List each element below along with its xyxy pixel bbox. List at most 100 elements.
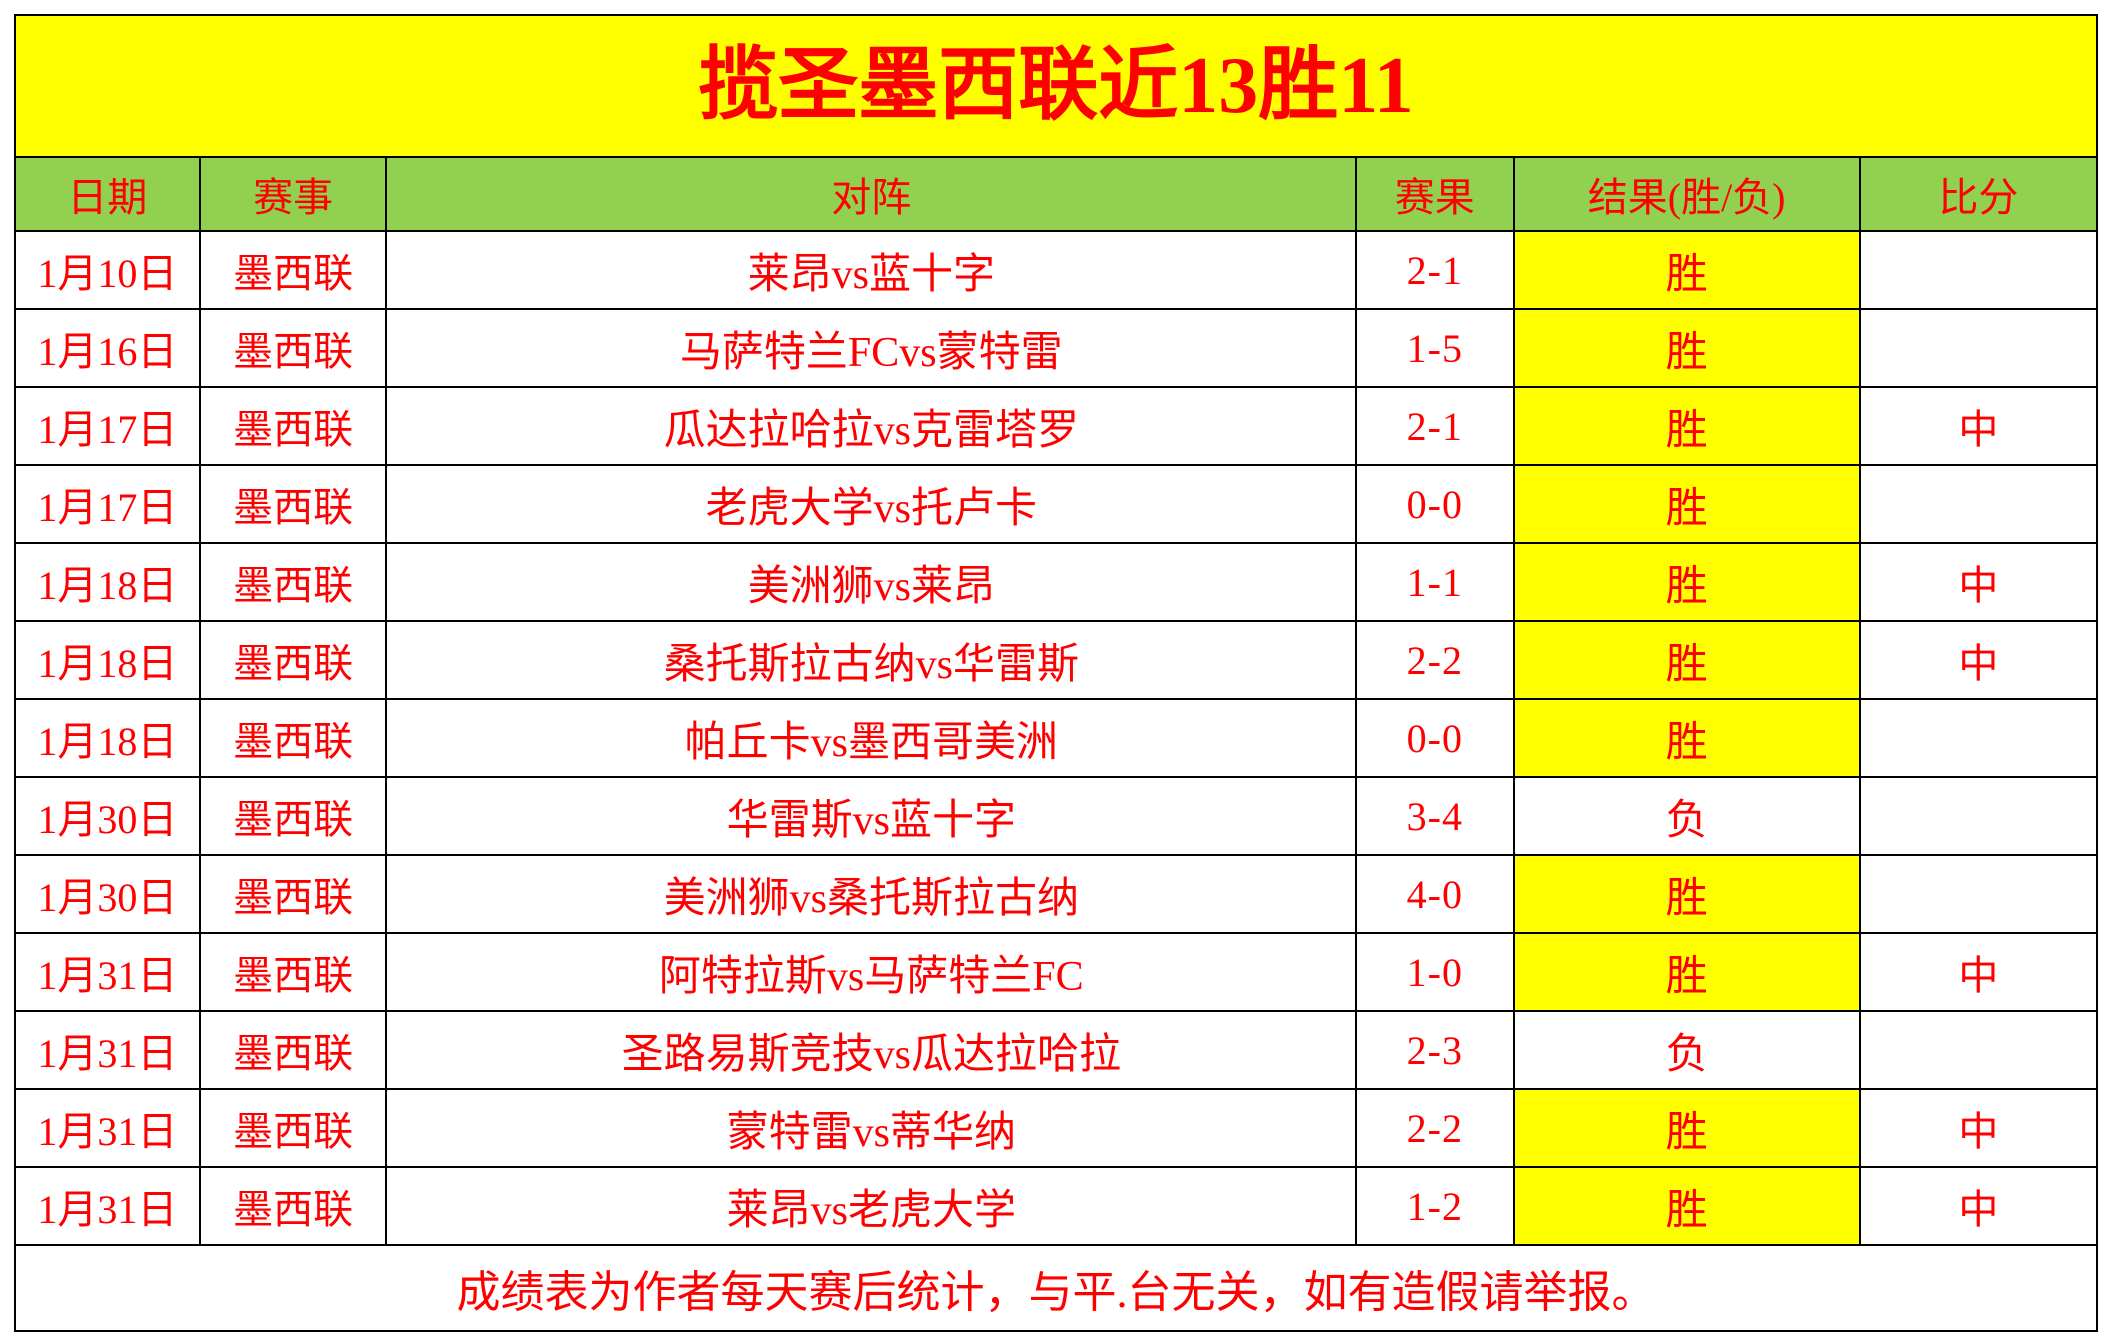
cell-league: 墨西联: [198, 932, 388, 1012]
cell-date: 1月30日: [14, 776, 201, 856]
table-row: 1月30日 墨西联 华雷斯vs蓝十字 3-4 负: [14, 776, 2099, 856]
cell-date: 1月18日: [14, 620, 201, 700]
column-header-match: 对阵: [385, 156, 1358, 232]
cell-score: 2-3: [1355, 1010, 1515, 1090]
cell-league: 墨西联: [198, 698, 388, 778]
title-row: 揽圣墨西联近13胜11: [14, 14, 2098, 158]
cell-league: 墨西联: [198, 230, 388, 310]
table-row: 1月10日 墨西联 莱昂vs蓝十字 2-1 胜: [14, 230, 2099, 310]
column-header-league: 赛事: [198, 156, 388, 232]
cell-league: 墨西联: [198, 1088, 388, 1168]
cell-match: 帕丘卡vs墨西哥美洲: [385, 698, 1358, 778]
cell-score: 2-1: [1355, 230, 1515, 310]
cell-hit: [1858, 464, 2099, 544]
cell-result: 胜: [1512, 542, 1861, 622]
cell-match: 阿特拉斯vs马萨特兰FC: [385, 932, 1358, 1012]
table-row: 1月16日 墨西联 马萨特兰FCvs蒙特雷 1-5 胜: [14, 308, 2099, 388]
cell-match: 莱昂vs老虎大学: [385, 1166, 1358, 1246]
cell-hit: 中: [1858, 620, 2099, 700]
column-header-date: 日期: [14, 156, 201, 232]
table-row: 1月18日 墨西联 桑托斯拉古纳vs华雷斯 2-2 胜中: [14, 620, 2099, 700]
cell-match: 美洲狮vs桑托斯拉古纳: [385, 854, 1358, 934]
column-header-score: 赛果: [1355, 156, 1515, 232]
cell-hit: [1858, 308, 2099, 388]
cell-match: 圣路易斯竞技vs瓜达拉哈拉: [385, 1010, 1358, 1090]
cell-league: 墨西联: [198, 1166, 388, 1246]
cell-score: 1-5: [1355, 308, 1515, 388]
cell-match: 瓜达拉哈拉vs克雷塔罗: [385, 386, 1358, 466]
cell-result: 胜: [1512, 1088, 1861, 1168]
cell-league: 墨西联: [198, 854, 388, 934]
cell-date: 1月30日: [14, 854, 201, 934]
table-row: 1月18日 墨西联 美洲狮vs莱昂 1-1 胜中: [14, 542, 2099, 622]
table-row: 1月31日 墨西联 阿特拉斯vs马萨特兰FC 1-0 胜中: [14, 932, 2099, 1012]
cell-result: 胜: [1512, 854, 1861, 934]
column-header-hit: 比分: [1858, 156, 2099, 232]
results-sheet: 揽圣墨西联近13胜11 日期 赛事 对阵 赛果 结果(胜/负) 比分 1月10日…: [14, 14, 2099, 1332]
cell-score: 2-2: [1355, 620, 1515, 700]
cell-date: 1月16日: [14, 308, 201, 388]
cell-date: 1月31日: [14, 1010, 201, 1090]
cell-score: 1-1: [1355, 542, 1515, 622]
cell-score: 4-0: [1355, 854, 1515, 934]
cell-hit: 中: [1858, 386, 2099, 466]
table-row: 1月17日 墨西联 老虎大学vs托卢卡 0-0 胜: [14, 464, 2099, 544]
cell-date: 1月31日: [14, 1166, 201, 1246]
cell-league: 墨西联: [198, 620, 388, 700]
cell-league: 墨西联: [198, 386, 388, 466]
cell-result: 胜: [1512, 698, 1861, 778]
table-row: 1月18日 墨西联 帕丘卡vs墨西哥美洲 0-0 胜: [14, 698, 2099, 778]
cell-match: 桑托斯拉古纳vs华雷斯: [385, 620, 1358, 700]
header-row: 日期 赛事 对阵 赛果 结果(胜/负) 比分: [14, 156, 2099, 232]
cell-date: 1月10日: [14, 230, 201, 310]
cell-hit: [1858, 1010, 2099, 1090]
cell-league: 墨西联: [198, 1010, 388, 1090]
cell-result: 胜: [1512, 230, 1861, 310]
cell-score: 0-0: [1355, 698, 1515, 778]
cell-result: 胜: [1512, 386, 1861, 466]
cell-hit: 中: [1858, 542, 2099, 622]
cell-score: 3-4: [1355, 776, 1515, 856]
column-header-result: 结果(胜/负): [1512, 156, 1861, 232]
cell-score: 1-0: [1355, 932, 1515, 1012]
cell-date: 1月18日: [14, 542, 201, 622]
cell-league: 墨西联: [198, 542, 388, 622]
cell-result: 胜: [1512, 1166, 1861, 1246]
cell-date: 1月31日: [14, 932, 201, 1012]
cell-score: 0-0: [1355, 464, 1515, 544]
cell-result: 胜: [1512, 308, 1861, 388]
cell-result: 胜: [1512, 464, 1861, 544]
cell-result: 负: [1512, 1010, 1861, 1090]
cell-league: 墨西联: [198, 308, 388, 388]
cell-hit: [1858, 230, 2099, 310]
cell-hit: 中: [1858, 1166, 2099, 1246]
cell-score: 2-2: [1355, 1088, 1515, 1168]
cell-result: 负: [1512, 776, 1861, 856]
cell-score: 1-2: [1355, 1166, 1515, 1246]
cell-score: 2-1: [1355, 386, 1515, 466]
cell-hit: 中: [1858, 1088, 2099, 1168]
table-row: 1月17日 墨西联 瓜达拉哈拉vs克雷塔罗 2-1 胜中: [14, 386, 2099, 466]
cell-match: 老虎大学vs托卢卡: [385, 464, 1358, 544]
cell-date: 1月17日: [14, 386, 201, 466]
cell-match: 马萨特兰FCvs蒙特雷: [385, 308, 1358, 388]
cell-match: 华雷斯vs蓝十字: [385, 776, 1358, 856]
cell-hit: [1858, 854, 2099, 934]
cell-hit: [1858, 776, 2099, 856]
results-table: 揽圣墨西联近13胜11 日期 赛事 对阵 赛果 结果(胜/负) 比分 1月10日…: [14, 14, 2099, 1332]
cell-date: 1月17日: [14, 464, 201, 544]
cell-result: 胜: [1512, 620, 1861, 700]
table-row: 1月31日 墨西联 圣路易斯竞技vs瓜达拉哈拉 2-3 负: [14, 1010, 2099, 1090]
table-row: 1月31日 墨西联 蒙特雷vs蒂华纳 2-2 胜中: [14, 1088, 2099, 1168]
cell-hit: 中: [1858, 932, 2099, 1012]
cell-date: 1月18日: [14, 698, 201, 778]
cell-date: 1月31日: [14, 1088, 201, 1168]
cell-league: 墨西联: [198, 464, 388, 544]
cell-league: 墨西联: [198, 776, 388, 856]
cell-match: 蒙特雷vs蒂华纳: [385, 1088, 1358, 1168]
cell-hit: [1858, 698, 2099, 778]
table-row: 1月30日 墨西联 美洲狮vs桑托斯拉古纳 4-0 胜: [14, 854, 2099, 934]
cell-match: 莱昂vs蓝十字: [385, 230, 1358, 310]
cell-result: 胜: [1512, 932, 1861, 1012]
table-row: 1月31日 墨西联 莱昂vs老虎大学 1-2 胜中: [14, 1166, 2099, 1246]
